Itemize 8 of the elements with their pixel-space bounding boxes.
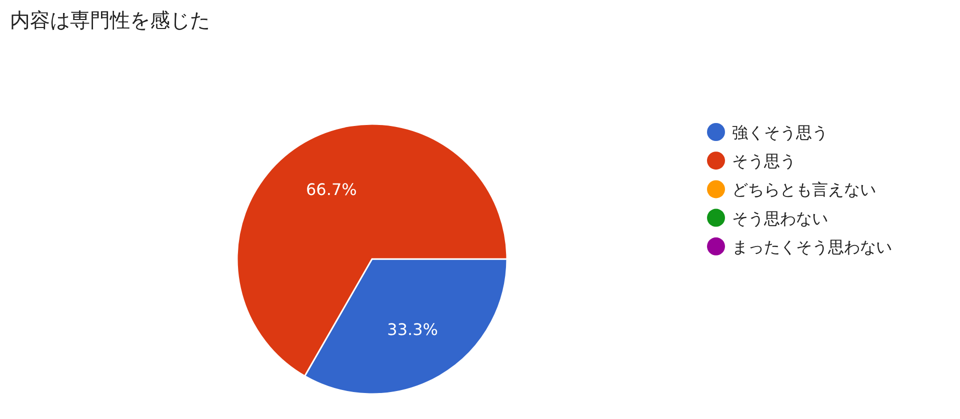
legend-label: どちらとも言えない [732, 180, 876, 200]
legend-label: まったくそう思わない [732, 237, 892, 256]
legend-label: そう思う [732, 152, 796, 171]
legend-label: 強くそう思う [732, 123, 828, 142]
legend-label: そう思わない [732, 208, 828, 228]
data-label: 33.3% [387, 320, 438, 340]
chart-title: 内容は専門性を感じた [10, 8, 210, 32]
data-label: 66.7% [306, 180, 357, 199]
